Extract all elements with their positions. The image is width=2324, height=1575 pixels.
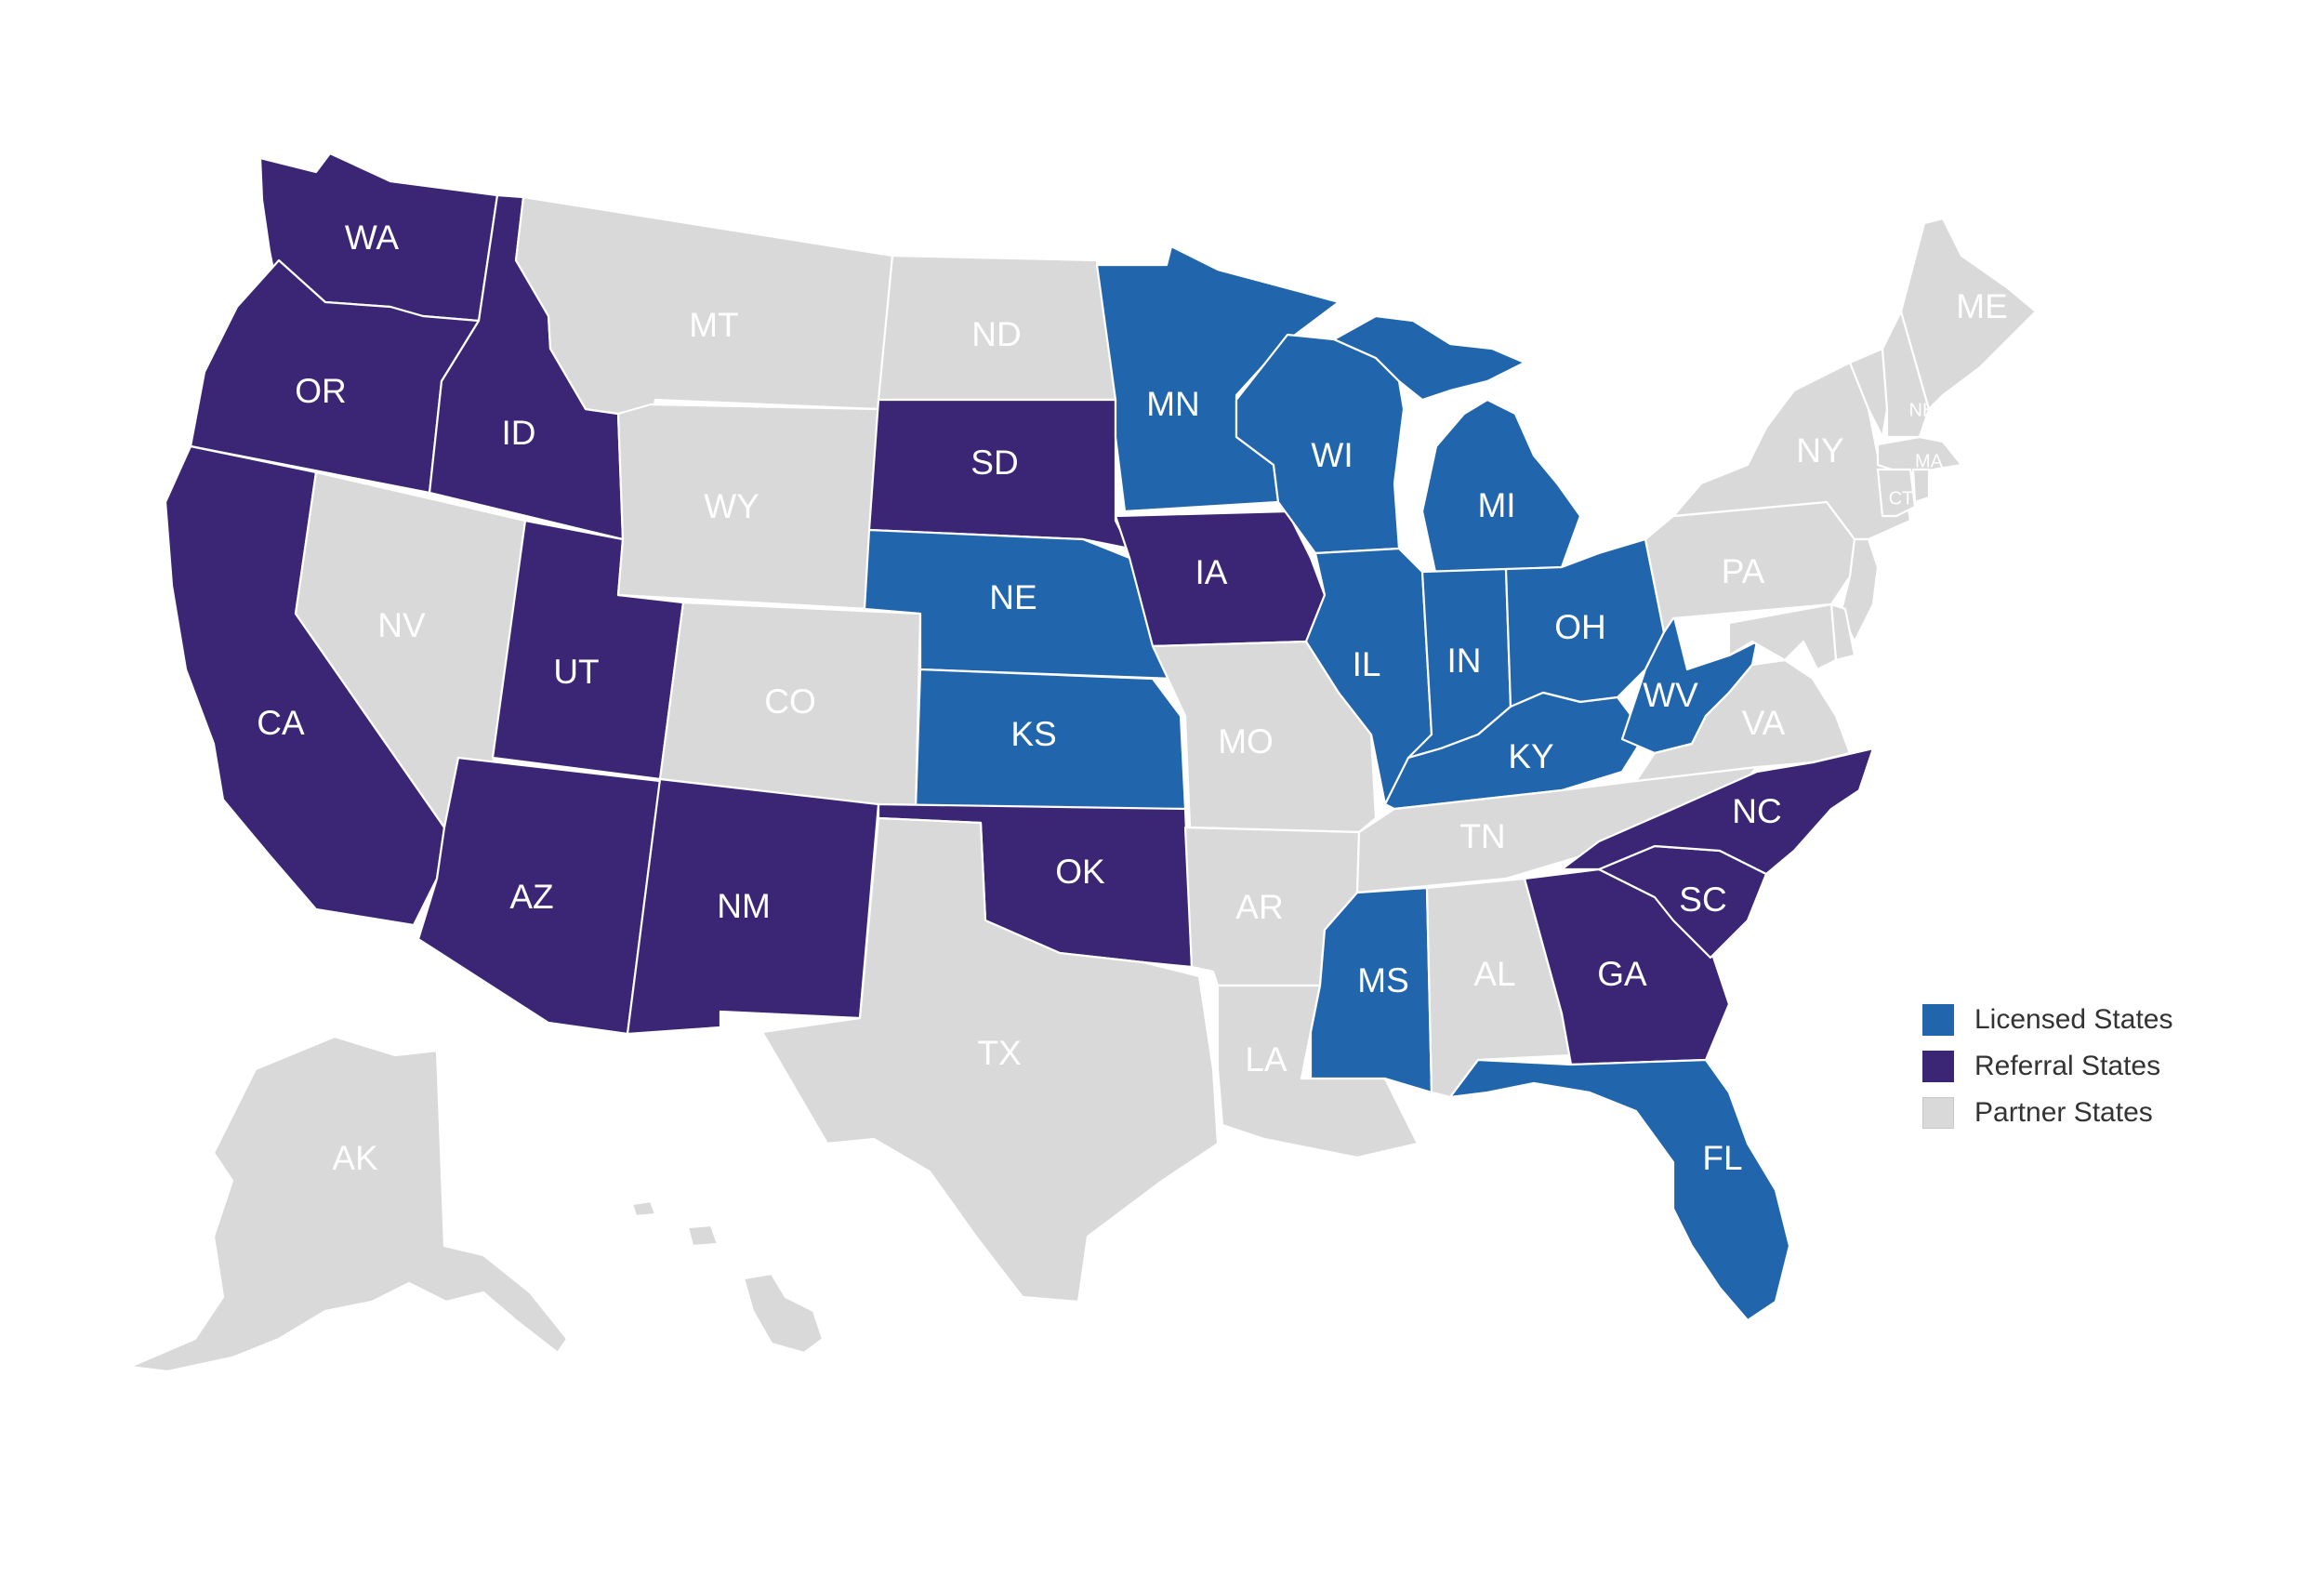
label-ne: NE: [989, 578, 1037, 616]
label-ga: GA: [1597, 955, 1647, 993]
label-tx: TX: [977, 1034, 1021, 1072]
state-hi-oahu[interactable]: [686, 1224, 720, 1248]
label-wi: WI: [1311, 436, 1353, 474]
label-mi: MI: [1477, 486, 1515, 524]
label-il: IL: [1353, 645, 1381, 683]
state-nj[interactable]: [1839, 537, 1880, 643]
state-vt[interactable]: [1848, 347, 1889, 439]
label-ca: CA: [257, 704, 305, 742]
legend-label-licensed: Licensed States: [1974, 1004, 2173, 1035]
legend-label-partner: Partner States: [1974, 1097, 2153, 1128]
label-ct: CT: [1889, 488, 1914, 509]
label-sc: SC: [1679, 880, 1726, 919]
label-la: LA: [1245, 1040, 1287, 1079]
label-nv: NV: [377, 606, 426, 644]
label-fl: FL: [1702, 1139, 1742, 1177]
label-ut: UT: [553, 653, 599, 691]
label-wa: WA: [345, 218, 400, 257]
state-ri[interactable]: [1911, 468, 1931, 504]
labels-layer: WA OR CA ID NV UT AZ MT WY CO NM ND SD N…: [257, 218, 2007, 1177]
state-md[interactable]: [1727, 602, 1838, 671]
label-ar: AR: [1235, 888, 1283, 926]
label-az: AZ: [509, 878, 553, 916]
state-mi-upper[interactable]: [1332, 314, 1526, 402]
label-me: ME: [1956, 287, 2008, 325]
label-id: ID: [502, 414, 536, 452]
legend-swatch-partner: [1922, 1097, 1954, 1129]
state-fl[interactable]: [1448, 1058, 1791, 1322]
label-oh: OH: [1554, 608, 1606, 646]
label-mt: MT: [689, 306, 738, 344]
label-ia: IA: [1195, 553, 1228, 591]
state-ks[interactable]: [914, 668, 1187, 811]
label-wy: WY: [704, 487, 759, 525]
state-mn[interactable]: [1095, 245, 1340, 513]
label-ak: AK: [332, 1139, 378, 1177]
label-nh: NH: [1909, 400, 1936, 420]
legend-swatch-referral: [1922, 1051, 1954, 1082]
legend-swatch-licensed: [1922, 1004, 1954, 1036]
label-ks: KS: [1010, 715, 1056, 753]
state-ma[interactable]: [1876, 435, 1963, 476]
label-tn: TN: [1459, 817, 1505, 855]
state-hi-maui[interactable]: [630, 1199, 657, 1218]
label-mn: MN: [1146, 385, 1200, 423]
label-co: CO: [764, 682, 816, 721]
label-nd: ND: [971, 315, 1021, 353]
state-ak[interactable]: [128, 1035, 569, 1373]
label-va: VA: [1742, 704, 1786, 742]
label-in: IN: [1447, 642, 1482, 680]
label-mo: MO: [1218, 722, 1274, 761]
legend-label-referral: Referral States: [1974, 1051, 2161, 1081]
label-ma: MA: [1915, 451, 1944, 471]
label-wv: WV: [1643, 676, 1698, 714]
legend-item-referral: Referral States: [1922, 1043, 2172, 1090]
state-ct[interactable]: [1876, 468, 1917, 518]
label-or: OR: [295, 372, 347, 410]
legend-item-licensed: Licensed States: [1922, 997, 2172, 1043]
state-nc[interactable]: [1560, 747, 1875, 876]
state-tx[interactable]: [760, 816, 1220, 1304]
label-ok: OK: [1055, 853, 1105, 891]
label-ky: KY: [1508, 737, 1553, 775]
label-ny: NY: [1796, 431, 1843, 470]
state-me[interactable]: [1899, 217, 2038, 411]
label-al: AL: [1473, 955, 1515, 993]
states-layer: [128, 152, 2038, 1373]
label-pa: PA: [1722, 552, 1765, 590]
legend-item-partner: Partner States: [1922, 1090, 2172, 1136]
label-ms: MS: [1357, 961, 1409, 999]
state-hi[interactable]: [742, 1272, 825, 1355]
label-nm: NM: [717, 887, 771, 925]
label-nc: NC: [1732, 792, 1781, 830]
map-legend: Licensed States Referral States Partner …: [1922, 997, 2172, 1136]
label-sd: SD: [971, 443, 1018, 482]
